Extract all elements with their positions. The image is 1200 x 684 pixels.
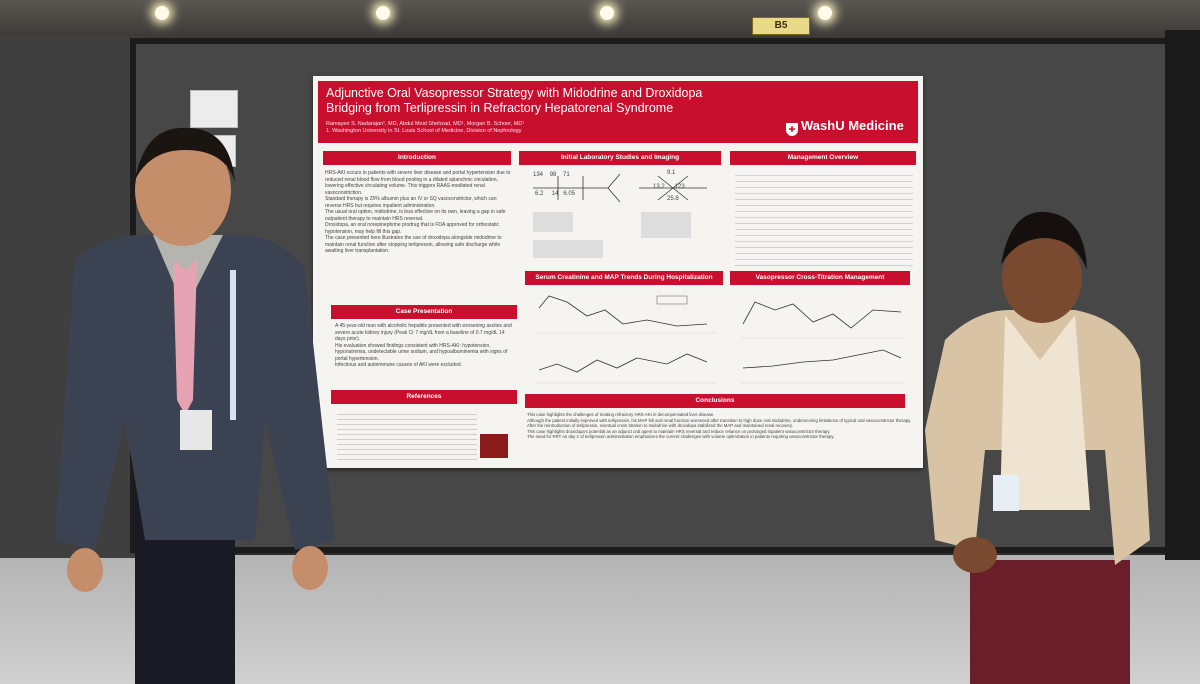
section-introduction: Introduction (323, 151, 511, 165)
ceiling-light (600, 6, 614, 20)
case-bullet: Infectious and autoimmune causes of AKI … (335, 362, 463, 368)
poster-title: Adjunctive Oral Vasopressor Strategy wit… (326, 86, 703, 115)
reference-list (337, 410, 477, 460)
conclusion-bullet: After the reintroduction of terlipressin… (527, 423, 793, 429)
section-vasopressor: Vasopressor Cross-Titration Management (730, 271, 910, 285)
conclusion-bullet: This case highlights the challenges of t… (527, 412, 715, 417)
creatinine-map-chart (537, 295, 717, 384)
affiliation: 1. Washington University in St. Louis Sc… (326, 128, 522, 134)
lab-cbc-mid: 13.2 123 (653, 184, 685, 190)
vasopressor-chart (741, 301, 905, 384)
ceiling-light (818, 6, 832, 20)
author-list: Ramayee S. Nadarajan¹, MD, Abdul Moid Sh… (326, 121, 525, 127)
conclusion-bullet: This case highlights droxidopa's potenti… (527, 428, 831, 434)
section-case-presentation: Case Presentation (331, 305, 517, 319)
ceiling-light (376, 6, 390, 20)
intro-bullet: Standard therapy is 25% albumin plus an … (325, 196, 497, 209)
conclusions-text: This case highlights the challenges of t… (527, 412, 917, 440)
board-frame-right (1165, 30, 1200, 560)
booth-sign: B5 (752, 17, 810, 35)
poster-header: Adjunctive Oral Vasopressor Strategy wit… (318, 81, 918, 143)
presenter-left (55, 127, 335, 684)
pinned-note (190, 90, 238, 128)
lab-row1: 134 98 71 (533, 172, 570, 178)
case-text: A 45-year-old man with alcoholic hepatit… (335, 323, 515, 369)
hall-ceiling: B5 (0, 0, 1200, 40)
section-conclusions: Conclusions (525, 394, 905, 408)
section-references: References (331, 390, 517, 404)
research-poster: Adjunctive Oral Vasopressor Strategy wit… (313, 76, 923, 468)
ceiling-light (155, 6, 169, 20)
section-serum-map: Serum Creatinine and MAP Trends During H… (525, 271, 723, 285)
shield-icon: ✚ (786, 123, 798, 136)
management-text (735, 170, 913, 266)
intro-bullet: Droxidopa, an oral norepinephrine prodru… (325, 222, 499, 235)
poster-authors: Ramayee S. Nadarajan¹, MD, Abdul Moid Sh… (326, 121, 746, 135)
section-management: Management Overview (730, 151, 916, 165)
case-bullet: His evaluation showed findings consisten… (335, 342, 508, 362)
presenter-right (925, 211, 1150, 684)
section-initial-labs: Initial Laboratory Studies and Imaging (519, 151, 721, 165)
lab-fishbone (533, 173, 707, 258)
intro-bullet: HRS-AKI occurs in patients with severe l… (325, 170, 511, 196)
qr-code (480, 434, 508, 458)
intro-text: HRS-AKI occurs in patients with severe l… (325, 170, 511, 255)
intro-bullet: The usual oral option, midodrine, is les… (325, 209, 506, 222)
conclusion-bullet: Although the patient initially improved … (527, 417, 912, 423)
conclusion-bullet: The need for RRT on day 2 of terlipressi… (527, 434, 835, 440)
lab-cbc-top: 9.1 (667, 170, 676, 176)
lab-cbc-bot: 25.8 (667, 196, 679, 202)
intro-bullet: The case presented here illustrates the … (325, 235, 502, 254)
lab-row2: 6.2 14 6.05 (535, 191, 576, 197)
case-bullet: A 45-year-old man with alcoholic hepatit… (335, 323, 512, 342)
washu-logo: ✚ WashU Medicine (786, 118, 904, 136)
